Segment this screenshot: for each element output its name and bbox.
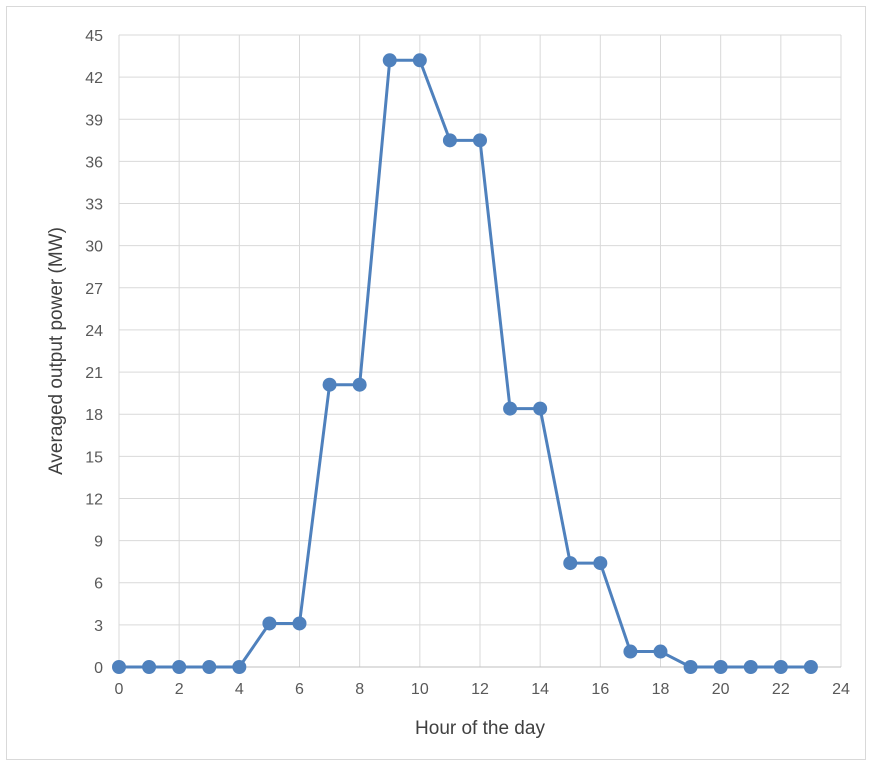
y-tick-label: 24: [85, 323, 103, 340]
data-point: [322, 377, 337, 392]
y-axis-title: Averaged output power (MW): [46, 227, 67, 475]
x-tick-labels: 0 2 4 6 8 10 12 14 16 18 20 22 24: [115, 681, 850, 698]
x-tick-label: 12: [471, 681, 489, 698]
x-tick-label: 8: [355, 681, 364, 698]
data-point: [352, 377, 367, 392]
y-tick-label: 30: [85, 239, 103, 256]
data-point: [563, 556, 578, 571]
data-point: [713, 660, 728, 674]
data-point: [653, 644, 668, 659]
data-point: [142, 660, 157, 674]
data-point: [112, 660, 126, 674]
y-tick-label: 27: [85, 281, 103, 298]
series-group: [112, 53, 818, 674]
x-tick-label: 4: [235, 681, 244, 698]
x-tick-label: 22: [772, 681, 790, 698]
data-point: [232, 660, 247, 674]
y-tick-label: 21: [85, 365, 103, 382]
data-point: [412, 53, 427, 68]
x-tick-label: 2: [175, 681, 184, 698]
data-point: [593, 556, 608, 571]
data-point: [533, 401, 548, 416]
x-tick-label: 24: [832, 681, 850, 698]
data-point: [292, 616, 307, 631]
y-tick-label: 36: [85, 154, 103, 171]
y-tick-label: 15: [85, 449, 103, 466]
x-tick-label: 6: [295, 681, 304, 698]
series-line: [119, 58, 811, 669]
y-tick-label: 3: [94, 618, 103, 635]
data-point: [503, 401, 518, 416]
data-point: [773, 660, 788, 674]
y-tick-label: 6: [94, 576, 103, 593]
grid: [119, 34, 842, 667]
chart-frame: [6, 6, 866, 760]
x-tick-label: 20: [712, 681, 730, 698]
data-point: [442, 133, 457, 148]
y-tick-label: 9: [94, 534, 103, 551]
x-tick-label: 18: [652, 681, 670, 698]
y-tick-label: 33: [85, 197, 103, 214]
data-point: [683, 660, 698, 674]
x-tick-label: 16: [591, 681, 609, 698]
data-point: [202, 660, 217, 674]
data-point: [473, 133, 487, 148]
y-tick-label: 42: [85, 70, 103, 87]
x-tick-label: 0: [115, 681, 124, 698]
data-point: [803, 660, 818, 674]
data-point: [623, 644, 638, 659]
x-tick-label: 10: [411, 681, 429, 698]
x-axis-title: Hour of the day: [415, 718, 545, 739]
y-tick-label: 0: [94, 660, 103, 677]
x-tick-label: 14: [531, 681, 549, 698]
data-point: [262, 616, 277, 631]
y-tick-label: 12: [85, 491, 103, 508]
data-point: [172, 660, 187, 674]
y-tick-label: 18: [85, 407, 103, 424]
data-point: [743, 660, 758, 674]
data-point: [382, 53, 397, 68]
y-tick-label: 45: [85, 28, 103, 45]
y-tick-label: 39: [85, 112, 103, 129]
